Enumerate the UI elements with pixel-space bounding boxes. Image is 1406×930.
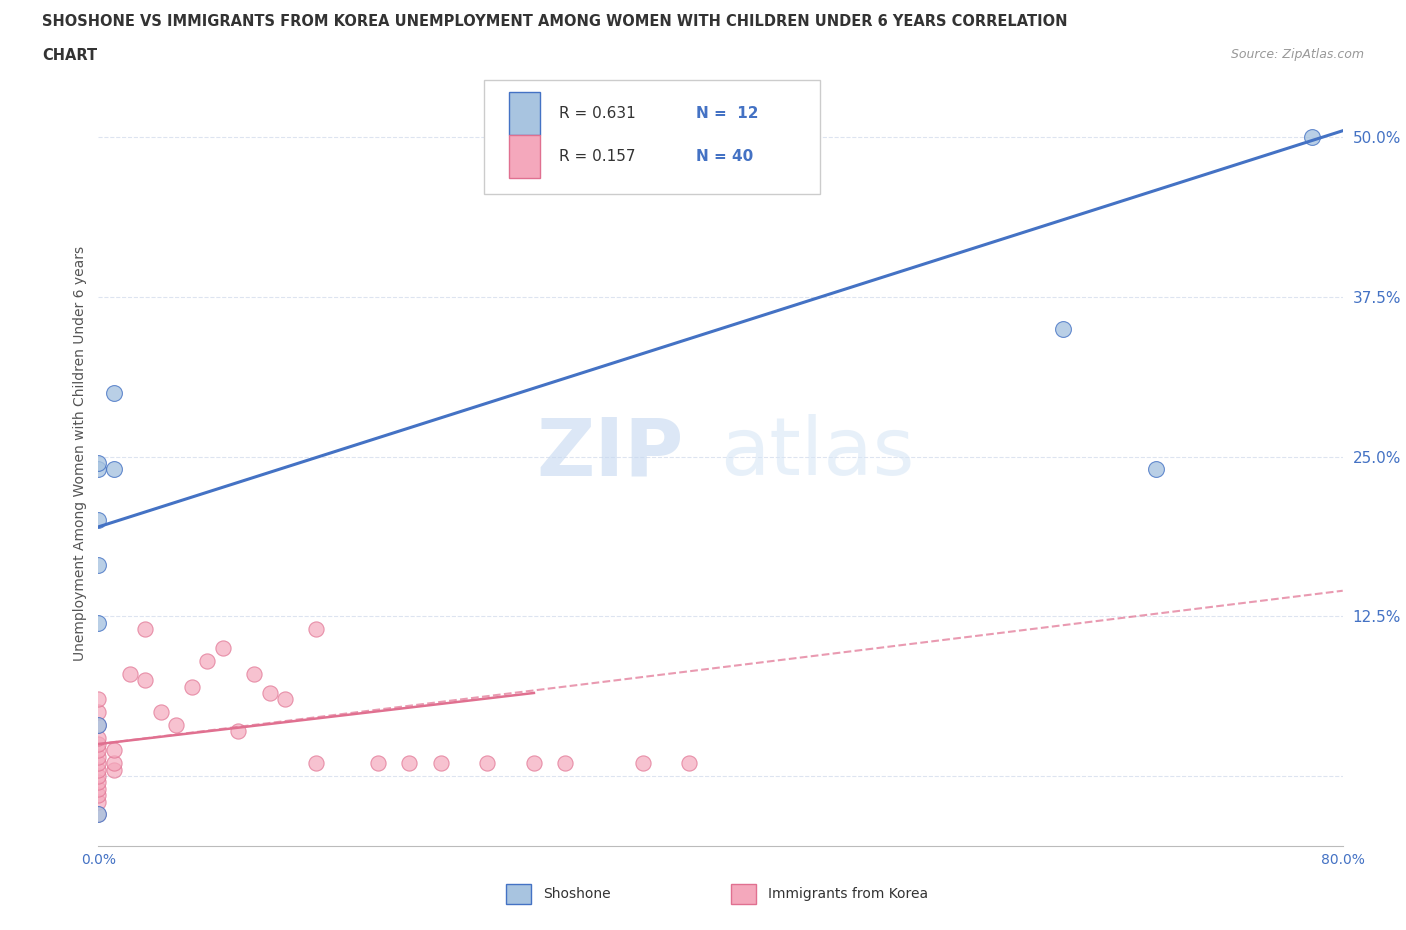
Point [103, 756, 125, 771]
Point [211, 641, 233, 656]
FancyBboxPatch shape [509, 135, 540, 179]
Point [87, 763, 110, 777]
Point [429, 756, 451, 771]
Point [87, 775, 110, 790]
FancyBboxPatch shape [484, 80, 820, 194]
Point [134, 621, 156, 636]
Point [87, 807, 110, 822]
Point [103, 385, 125, 400]
Point [103, 763, 125, 777]
FancyBboxPatch shape [509, 92, 540, 135]
Text: CHART: CHART [42, 48, 97, 63]
Point [1301, 129, 1323, 144]
Point [87, 781, 110, 796]
Text: 80.0%: 80.0% [1320, 853, 1365, 867]
Point [165, 717, 187, 732]
Point [103, 462, 125, 477]
Point [87, 807, 110, 822]
Y-axis label: Unemployment Among Women with Children Under 6 years: Unemployment Among Women with Children U… [73, 246, 87, 661]
Point [398, 756, 420, 771]
Point [195, 654, 218, 669]
Text: atlas: atlas [721, 415, 915, 492]
Point [87, 743, 110, 758]
Point [228, 724, 250, 738]
Point [134, 672, 156, 687]
Point [477, 756, 499, 771]
Point [305, 621, 328, 636]
Point [87, 750, 110, 764]
Point [87, 717, 110, 732]
Point [180, 679, 202, 694]
Point [87, 705, 110, 720]
Text: ZIP: ZIP [536, 415, 683, 492]
Text: 0.0%: 0.0% [82, 853, 115, 867]
Point [1144, 462, 1167, 477]
Point [87, 616, 110, 631]
Point [87, 513, 110, 528]
Text: R = 0.157: R = 0.157 [558, 149, 636, 165]
Text: Immigrants from Korea: Immigrants from Korea [768, 886, 928, 901]
Point [87, 692, 110, 707]
Point [87, 788, 110, 803]
Point [523, 756, 546, 771]
Point [87, 794, 110, 809]
Text: Source: ZipAtlas.com: Source: ZipAtlas.com [1230, 48, 1364, 61]
Point [305, 756, 328, 771]
Point [631, 756, 654, 771]
Point [259, 685, 281, 700]
Point [678, 756, 700, 771]
Point [149, 705, 172, 720]
Point [87, 558, 110, 573]
Point [243, 667, 266, 682]
Text: R = 0.631: R = 0.631 [558, 106, 636, 121]
Point [103, 743, 125, 758]
Point [367, 756, 389, 771]
Point [87, 768, 110, 783]
Point [87, 730, 110, 745]
Point [274, 692, 297, 707]
Text: N =  12: N = 12 [696, 106, 758, 121]
Point [87, 717, 110, 732]
Point [87, 456, 110, 471]
Text: N = 40: N = 40 [696, 149, 754, 165]
Point [87, 737, 110, 751]
Text: SHOSHONE VS IMMIGRANTS FROM KOREA UNEMPLOYMENT AMONG WOMEN WITH CHILDREN UNDER 6: SHOSHONE VS IMMIGRANTS FROM KOREA UNEMPL… [42, 14, 1067, 29]
Point [118, 667, 141, 682]
Point [554, 756, 576, 771]
Text: Shoshone: Shoshone [543, 886, 610, 901]
Point [87, 462, 110, 477]
Point [1052, 322, 1074, 337]
Point [87, 756, 110, 771]
